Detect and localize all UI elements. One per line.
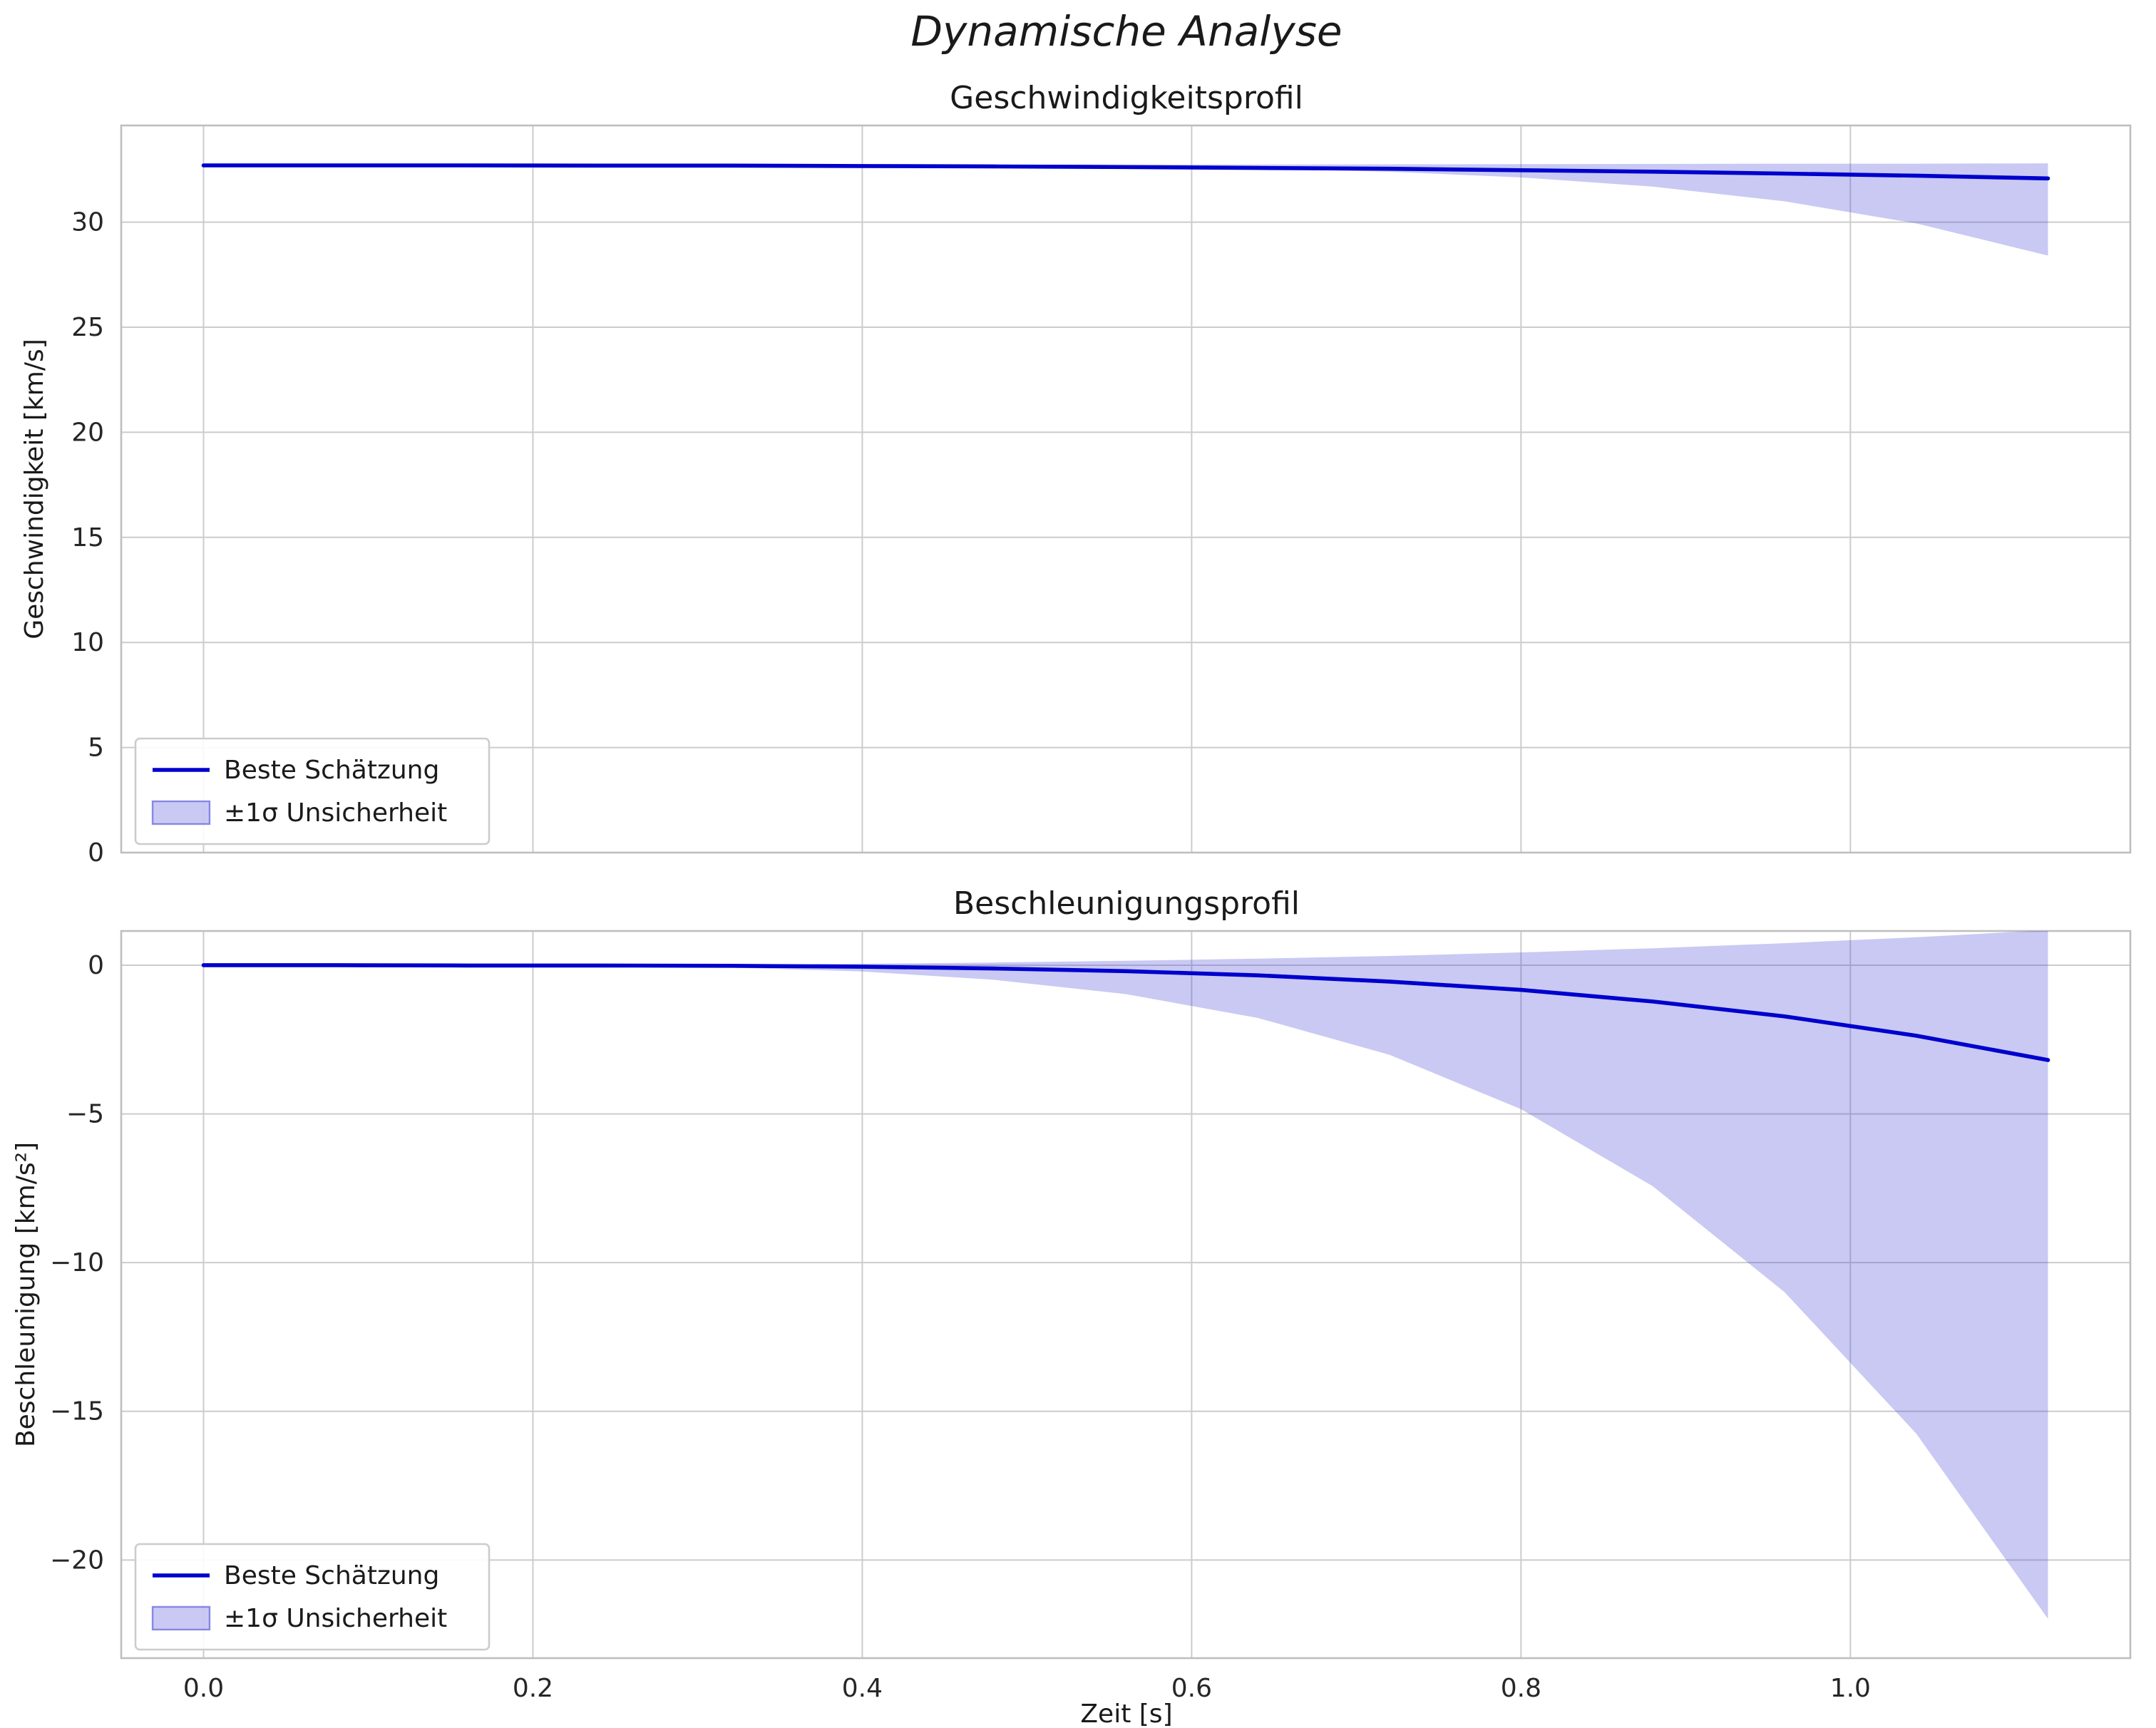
y-tick-label: 0 bbox=[88, 951, 104, 980]
velocity-legend: Beste Schätzung ±1σ Unsicherheit bbox=[134, 737, 491, 845]
y-tick-label: 0 bbox=[88, 838, 104, 868]
y-tick-label: 25 bbox=[71, 313, 104, 342]
figure-title: Dynamische Analyse bbox=[910, 7, 1342, 56]
uncertainty-band-swatch bbox=[151, 800, 211, 826]
velocity-best-estimate-line bbox=[201, 163, 2050, 181]
y-tick-label: 30 bbox=[71, 208, 104, 237]
legend-frame bbox=[134, 1543, 491, 1651]
y-tick-label: 10 bbox=[71, 628, 104, 657]
legend-label-best-estimate: Beste Schätzung bbox=[224, 1561, 439, 1590]
y-tick-label: −5 bbox=[66, 1100, 104, 1129]
velocity-y-axis-label: Geschwindigkeit [km/s] bbox=[20, 339, 49, 639]
acceleration-plot: 0 −5 −10 −15 −20 0.0 0.2 0.4 0.6 0.8 1.0 bbox=[50, 930, 2132, 1703]
y-tick-label: 5 bbox=[88, 734, 104, 763]
acceleration-best-estimate-line bbox=[201, 963, 2050, 1062]
acceleration-plot-title: Beschleunigungsprofil bbox=[953, 885, 1300, 922]
x-tick-label: 0.6 bbox=[1171, 1674, 1212, 1703]
acceleration-y-axis-label: Beschleunigung [km/s²] bbox=[11, 1142, 41, 1447]
y-tick-label: −10 bbox=[50, 1248, 104, 1277]
x-tick-label: 0.4 bbox=[842, 1674, 883, 1703]
velocity-plot: 0 5 10 15 20 25 30 bbox=[71, 124, 2132, 868]
y-tick-label: −20 bbox=[50, 1546, 104, 1575]
uncertainty-band-swatch bbox=[151, 1605, 211, 1631]
legend-frame bbox=[134, 737, 491, 845]
y-tick-label: 15 bbox=[71, 523, 104, 552]
acceleration-axes-frame bbox=[120, 930, 2132, 1660]
x-axis-label: Zeit [s] bbox=[1080, 1699, 1172, 1728]
x-tick-label: 0.8 bbox=[1501, 1674, 1541, 1703]
x-tick-label: 0.2 bbox=[513, 1674, 553, 1703]
x-tick-label: 0.0 bbox=[183, 1674, 224, 1703]
velocity-uncertainty-band bbox=[203, 163, 2048, 256]
y-tick-label: 20 bbox=[71, 418, 104, 447]
velocity-axes-frame bbox=[120, 124, 2132, 854]
legend-label-best-estimate: Beste Schätzung bbox=[224, 756, 439, 785]
acceleration-legend: Beste Schätzung ±1σ Unsicherheit bbox=[134, 1543, 491, 1651]
x-tick-label: 1.0 bbox=[1830, 1674, 1871, 1703]
legend-label-uncertainty: ±1σ Unsicherheit bbox=[224, 1604, 447, 1633]
y-tick-label: −15 bbox=[50, 1397, 104, 1426]
legend-label-uncertainty: ±1σ Unsicherheit bbox=[224, 798, 447, 828]
acceleration-uncertainty-band bbox=[203, 931, 2048, 1619]
velocity-plot-title: Geschwindigkeitsprofil bbox=[950, 80, 1303, 116]
